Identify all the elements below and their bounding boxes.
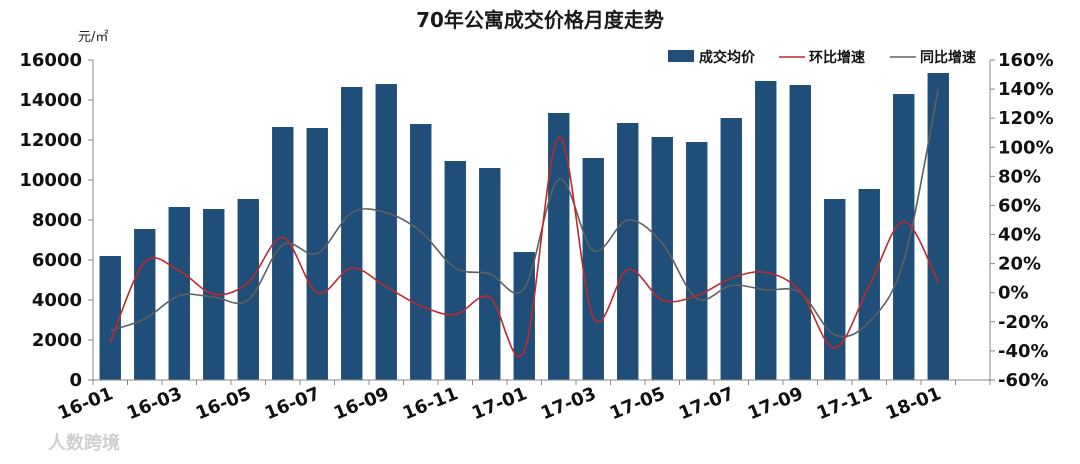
- legend-label-mom: 环比增速: [809, 49, 865, 66]
- right-y-tick-label: 40%: [998, 225, 1041, 246]
- right-y-tick-label: -20%: [998, 312, 1049, 333]
- x-tick-label: 17-05: [607, 383, 668, 424]
- bar-17-07: [720, 118, 742, 380]
- left-y-tick-label: 12000: [19, 130, 82, 151]
- bar-16-06: [272, 127, 294, 380]
- left-y-tick-label: 10000: [19, 170, 82, 191]
- right-y-tick-label: 160%: [998, 50, 1054, 71]
- bar-16-05: [237, 199, 259, 380]
- right-y-tick-label: -40%: [998, 341, 1049, 362]
- bar-16-09: [375, 84, 397, 380]
- bar-17-12: [893, 94, 915, 380]
- bar-16-08: [341, 87, 363, 380]
- bar-16-03: [168, 207, 190, 380]
- bar-17-04: [617, 123, 639, 380]
- x-tick-label: 16-11: [400, 383, 461, 424]
- legend-label-avg-price: 成交均价: [699, 49, 756, 66]
- left-y-tick-label: 8000: [32, 210, 82, 231]
- legend-label-yoy: 同比增速: [920, 49, 976, 66]
- bar-17-01: [513, 252, 535, 380]
- right-y-tick-label: 60%: [998, 195, 1041, 216]
- left-y-tick-label: 16000: [19, 50, 82, 71]
- left-y-tick-label: 2000: [32, 330, 82, 351]
- bar-16-10: [410, 124, 432, 380]
- bar-16-02: [134, 229, 156, 380]
- bar-16-11: [444, 161, 466, 380]
- x-tick-label: 16-01: [55, 383, 116, 424]
- bar-17-06: [686, 142, 708, 380]
- x-tick-label: 17-11: [814, 383, 875, 424]
- x-tick-label: 17-01: [469, 383, 530, 424]
- right-y-tick-label: 140%: [998, 79, 1054, 100]
- watermark-text: 人数跨境: [48, 432, 120, 454]
- bar-16-01: [99, 256, 121, 380]
- x-tick-label: 16-03: [124, 383, 185, 424]
- right-y-tick-label: 20%: [998, 254, 1041, 275]
- x-tick-label: 17-03: [538, 383, 599, 424]
- legend-swatch-avg-price: [668, 50, 694, 62]
- line-series-yoy: [110, 88, 940, 338]
- x-tick-label: 17-07: [676, 383, 737, 424]
- left-y-tick-label: 14000: [19, 90, 82, 111]
- right-y-tick-label: 80%: [998, 166, 1041, 187]
- left-y-tick-label: 4000: [32, 290, 82, 311]
- left-y-tick-label: 6000: [32, 250, 82, 271]
- x-tick-label: 16-07: [262, 383, 323, 424]
- bar-18-01: [927, 73, 949, 380]
- x-tick-label: 17-09: [745, 383, 806, 424]
- bar-17-02: [548, 113, 570, 380]
- line-series-group: [109, 88, 940, 358]
- right-y-tick-label: -60%: [998, 370, 1049, 391]
- x-tick-label: 16-09: [331, 383, 392, 424]
- line-series-mom: [109, 136, 940, 358]
- bar-17-03: [582, 158, 604, 380]
- bar-17-08: [755, 81, 777, 380]
- bar-17-05: [651, 137, 673, 380]
- bar-17-09: [789, 85, 811, 380]
- chart-title: 70年公寓成交价格月度走势: [416, 8, 664, 32]
- right-y-tick-label: 100%: [998, 137, 1054, 158]
- legend: 成交均价 环比增速 同比增速: [668, 49, 976, 66]
- right-y-tick-label: 120%: [998, 108, 1054, 129]
- x-tick-label: 18-01: [883, 383, 944, 424]
- left-y-tick-label: 0: [69, 370, 82, 391]
- bar-17-10: [824, 199, 846, 380]
- left-axis-unit-label: 元/㎡: [78, 30, 108, 45]
- right-y-tick-label: 0%: [998, 283, 1029, 304]
- x-tick-label: 16-05: [193, 383, 254, 424]
